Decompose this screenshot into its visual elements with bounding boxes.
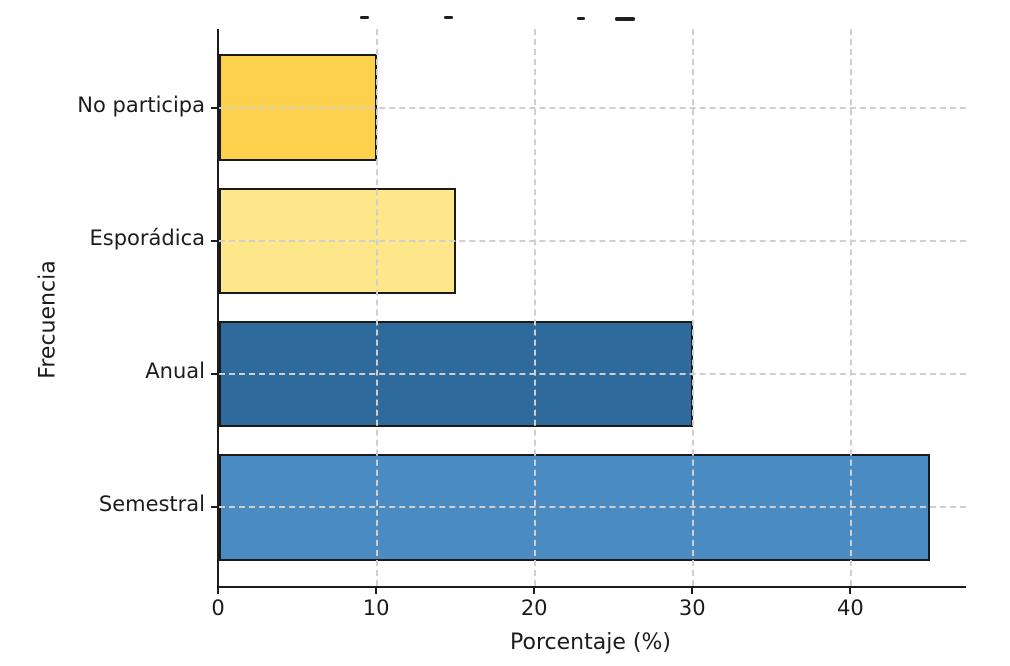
x-axis-title: Porcentaje (%) [510, 630, 671, 655]
x-tick-mark [691, 588, 694, 594]
x-tick-label: 10 [362, 596, 390, 620]
plot-area [217, 29, 966, 588]
x-tick-label: 30 [678, 596, 706, 620]
clipped-title-fragment [360, 16, 369, 19]
gridline-vertical [534, 29, 537, 586]
x-tick-mark [849, 588, 852, 594]
x-tick-label: 0 [211, 596, 225, 620]
gridline-vertical [376, 29, 379, 586]
y-tick-mark [211, 239, 217, 242]
category-label-anual: Anual [145, 359, 205, 384]
clipped-title-fragment [577, 17, 585, 20]
category-label-no-participa: No participa [77, 92, 205, 117]
gridline-vertical [692, 29, 695, 586]
x-tick-mark [217, 588, 219, 594]
gridline-vertical [850, 29, 853, 586]
category-label-esporadica: Esporádica [89, 225, 205, 250]
clipped-title-fragment [615, 17, 635, 21]
y-tick-mark [211, 373, 217, 376]
category-label-semestral: Semestral [98, 492, 205, 517]
y-tick-mark [211, 106, 217, 109]
x-tick-mark [375, 588, 378, 594]
y-tick-mark [211, 506, 217, 509]
x-tick-label: 40 [837, 596, 864, 620]
clipped-title-fragment [444, 16, 453, 19]
x-tick-label: 20 [520, 596, 548, 620]
gridline-horizontal [219, 373, 966, 376]
x-tick-mark [533, 588, 536, 594]
gridline-horizontal [219, 106, 966, 109]
gridline-horizontal [219, 506, 966, 509]
gridline-horizontal [219, 239, 966, 242]
